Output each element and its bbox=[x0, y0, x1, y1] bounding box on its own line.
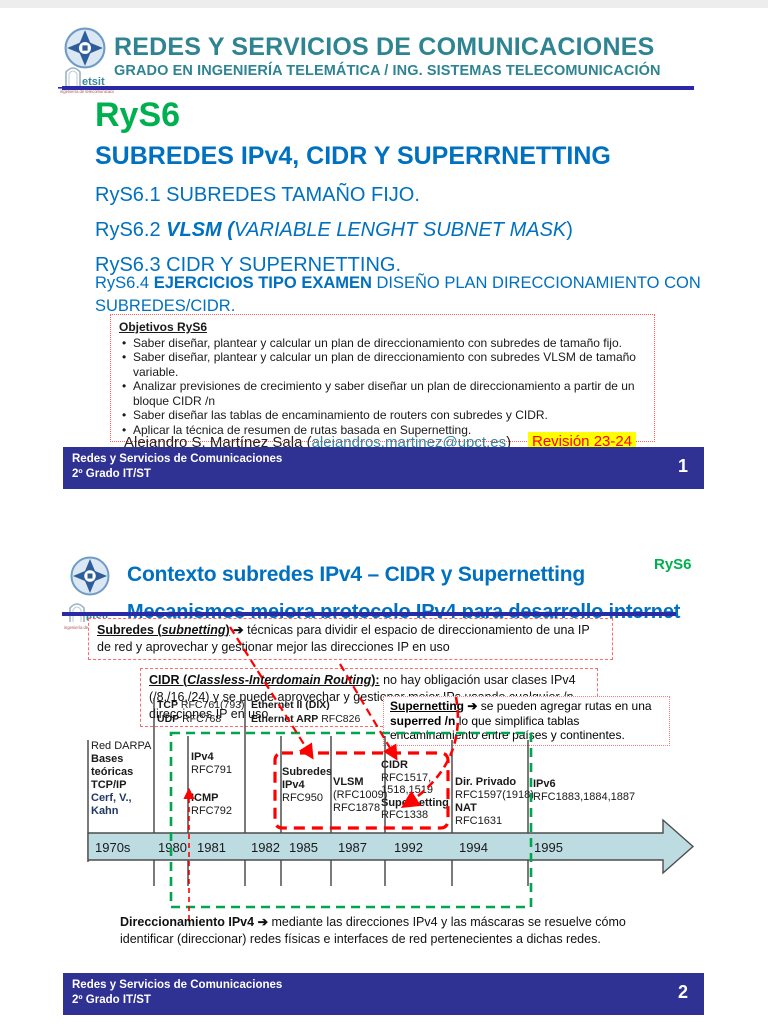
arrow-glyph: ➔ bbox=[257, 915, 269, 929]
objectives-title: Objetivos RyS6 bbox=[119, 320, 208, 334]
objectives-box: Objetivos RyS6 Saber diseñar, plantear y… bbox=[110, 314, 655, 442]
author-line: Alejandro S. Martínez Sala (alejandros.m… bbox=[124, 434, 512, 451]
course-title: REDES Y SERVICIOS DE COMUNICACIONES bbox=[114, 33, 655, 61]
section-2: RyS6.2 VLSM (VARIABLE LENGHT SUBNET MASK… bbox=[95, 219, 573, 241]
unit-code: RyS6 bbox=[654, 556, 692, 573]
ethernet-label: Ethernet II (DIX) Ethernet ARP RFC826 bbox=[251, 699, 361, 725]
slide-footer: Redes y Servicios de Comunicaciones 2º G… bbox=[63, 973, 704, 1015]
slide-footer: Redes y Servicios de Comunicaciones 2º G… bbox=[63, 447, 704, 489]
unit-title: SUBREDES IPv4, CIDR Y SUPERRNETTING bbox=[95, 142, 611, 170]
svg-text:1982: 1982 bbox=[251, 840, 280, 855]
timeline-dirprivado-label: Dir. Privado RFC1597(1918) NAT RFC1631 bbox=[455, 776, 534, 827]
page-number: 1 bbox=[677, 456, 688, 476]
section-1: RyS6.1 SUBREDES TAMAÑO FIJO. bbox=[95, 184, 420, 206]
footer-course: Redes y Servicios de Comunicaciones bbox=[72, 979, 283, 991]
tcp-udp-label: TCP RFC761(793) UDP RFC768 bbox=[157, 699, 245, 725]
svg-text:1970s: 1970s bbox=[95, 840, 131, 855]
supernetting-definition-box: Supernetting ➔ se pueden agregar rutas e… bbox=[383, 696, 670, 746]
objective-item: Saber diseñar, plantear y calcular un pl… bbox=[122, 350, 646, 379]
section-4-cont: SUBREDES/CIDR. bbox=[95, 297, 236, 315]
header-divider bbox=[62, 612, 676, 616]
etsit-logo-icon: etsit ingeniería de telecomunicación bbox=[58, 67, 114, 94]
objective-item: Saber diseñar las tablas de encaminamien… bbox=[122, 408, 646, 423]
addressing-note: Direccionamiento IPv4 ➔ mediante las dir… bbox=[120, 915, 626, 946]
timeline-ipv4-label: IPv4 RFC791 bbox=[191, 751, 232, 776]
viewer-top-edge bbox=[0, 0, 768, 8]
timeline-cidr-label: CIDR RFC1517, 1518,1519 Supernetting RFC13… bbox=[381, 759, 449, 821]
timeline-years: 1970s 1980 1981 1982 1985 1987 1992 1994… bbox=[95, 840, 563, 855]
timeline-ipv6-label: IPv6 RFC1883,1884,1887 bbox=[533, 778, 636, 803]
timeline-subredes-label: Subredes IPv4 RFC950 bbox=[282, 766, 333, 804]
svg-text:1985: 1985 bbox=[289, 840, 318, 855]
revision-badge: Revisión 23-24 bbox=[528, 432, 637, 451]
page-number: 2 bbox=[677, 982, 688, 1002]
unit-code: RyS6 bbox=[95, 96, 181, 134]
arrow-glyph: ➔ bbox=[233, 623, 244, 637]
upct-logo-icon bbox=[70, 556, 110, 596]
author-email-link[interactable]: alejandros.martinez@upct.es bbox=[311, 434, 507, 451]
timeline-darpa-label: Red DARPA Bases teóricas TCP/IP Cerf, V.… bbox=[91, 740, 152, 817]
timeline-icmp-label: ICMP RFC792 bbox=[191, 792, 232, 817]
svg-text:1981: 1981 bbox=[197, 840, 226, 855]
svg-text:1992: 1992 bbox=[394, 840, 423, 855]
svg-text:1980: 1980 bbox=[158, 840, 187, 855]
objective-item: Analizar previsiones de crecimiento y sa… bbox=[122, 379, 646, 408]
svg-text:ingeniería de telecomunicación: ingeniería de telecomunicación bbox=[60, 89, 114, 94]
svg-text:1987: 1987 bbox=[338, 840, 367, 855]
slide-2: etsit ingeniería de telecomunicación RyS… bbox=[0, 540, 768, 1024]
header-divider bbox=[62, 86, 694, 90]
svg-text:etsit: etsit bbox=[82, 76, 105, 88]
objective-item: Aplicar la técnica de resumen de rutas b… bbox=[122, 423, 646, 438]
footer-degree: 2º Grado IT/ST bbox=[72, 994, 151, 1006]
footer-degree: 2º Grado IT/ST bbox=[72, 468, 151, 480]
svg-text:1994: 1994 bbox=[459, 840, 488, 855]
slide-title: Contexto subredes IPv4 – CIDR y Supernet… bbox=[127, 563, 585, 586]
section-4: RyS6.4 EJERCICIOS TIPO EXAMEN DISEÑO PLA… bbox=[95, 274, 701, 292]
arrow-glyph: ➔ bbox=[467, 699, 478, 713]
timeline-arrow-bar bbox=[87, 818, 695, 875]
footer-course: Redes y Servicios de Comunicaciones bbox=[72, 453, 283, 465]
svg-text:1995: 1995 bbox=[534, 840, 563, 855]
section-3: RyS6.3 CIDR Y SUPERNETTING. bbox=[95, 254, 401, 276]
objective-item: Saber diseñar, plantear y calcular un pl… bbox=[122, 336, 646, 351]
timeline-vlsm-label: VLSM (RFC1009) RFC1878 bbox=[333, 776, 388, 814]
slide-1: etsit ingeniería de telecomunicación RED… bbox=[0, 0, 768, 500]
objectives-list: Saber diseñar, plantear y calcular un pl… bbox=[119, 336, 646, 438]
upct-logo-icon bbox=[64, 27, 106, 69]
subnetting-definition-box: Subredes (subnetting) ➔ técnicas para di… bbox=[88, 618, 613, 660]
degree-subtitle: GRADO EN INGENIERÍA TELEMÁTICA / ING. SI… bbox=[114, 63, 661, 79]
